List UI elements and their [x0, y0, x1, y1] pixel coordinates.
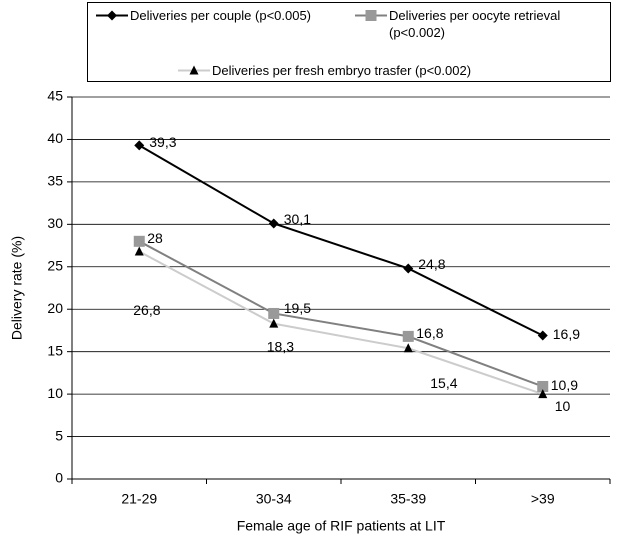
value-label: 15,4 — [430, 375, 457, 391]
y-tick-label: 40 — [47, 130, 63, 146]
value-label: 10 — [555, 398, 571, 414]
y-tick-label: 35 — [47, 173, 63, 189]
legend-symbol — [355, 10, 387, 21]
y-tick-label: 25 — [47, 257, 63, 273]
legend-label: Deliveries per oocyte retrieval (p<0.002… — [389, 8, 561, 40]
legend-marker — [107, 10, 117, 21]
legend: Deliveries per couple (p<0.005) Deliverie… — [87, 2, 611, 82]
y-tick-label: 10 — [47, 385, 63, 401]
value-label: 30,1 — [284, 211, 311, 227]
point — [403, 263, 414, 274]
legend-item: Deliveries per oocyte retrieval (p<0.002… — [353, 7, 589, 41]
y-axis-title: Delivery rate (%) — [9, 236, 25, 340]
point — [403, 343, 413, 353]
point — [537, 330, 548, 341]
value-label: 10,9 — [551, 377, 578, 393]
point — [133, 235, 145, 247]
series-line — [138, 250, 544, 396]
legend-label: Deliveries per couple (p<0.005) — [130, 8, 312, 23]
y-tick-label: 15 — [47, 342, 63, 358]
x-tick-label: 21-29 — [121, 491, 157, 507]
legend-marker — [189, 65, 199, 75]
x-axis-title: Female age of RIF patients at LIT — [237, 518, 446, 534]
y-tick-label: 30 — [47, 215, 63, 231]
value-label: 19,5 — [284, 300, 311, 316]
point — [537, 380, 549, 392]
value-label: 18,3 — [267, 338, 294, 354]
y-tick-label: 0 — [55, 470, 63, 486]
value-label: 39,3 — [149, 134, 176, 150]
x-tick-label: 30-34 — [256, 491, 292, 507]
legend-label: Deliveries per fresh embryo trasfer (p<0… — [212, 63, 472, 78]
point — [134, 246, 144, 256]
legend-symbol — [96, 10, 128, 21]
value-label: 28 — [147, 230, 163, 246]
point — [268, 307, 280, 319]
point — [538, 389, 548, 399]
point — [269, 318, 279, 328]
series-line — [138, 240, 544, 388]
point — [134, 140, 145, 151]
value-label: 24,8 — [418, 256, 445, 272]
value-label: 16,8 — [416, 325, 443, 341]
legend-symbol — [178, 65, 210, 75]
series-line — [138, 144, 544, 337]
value-label: 26,8 — [133, 302, 160, 318]
legend-marker — [365, 10, 377, 21]
x-tick-label: >39 — [531, 491, 555, 507]
x-tick-label: 35-39 — [390, 491, 426, 507]
point — [268, 218, 279, 229]
y-tick-label: 45 — [47, 88, 63, 104]
legend-item: Deliveries per fresh embryo trasfer (p<0… — [176, 62, 471, 79]
y-tick-label: 5 — [55, 427, 63, 443]
point — [402, 330, 414, 342]
value-label: 16,9 — [553, 326, 580, 342]
y-tick-label: 20 — [47, 300, 63, 316]
legend-item: Deliveries per couple (p<0.005) — [94, 7, 311, 24]
